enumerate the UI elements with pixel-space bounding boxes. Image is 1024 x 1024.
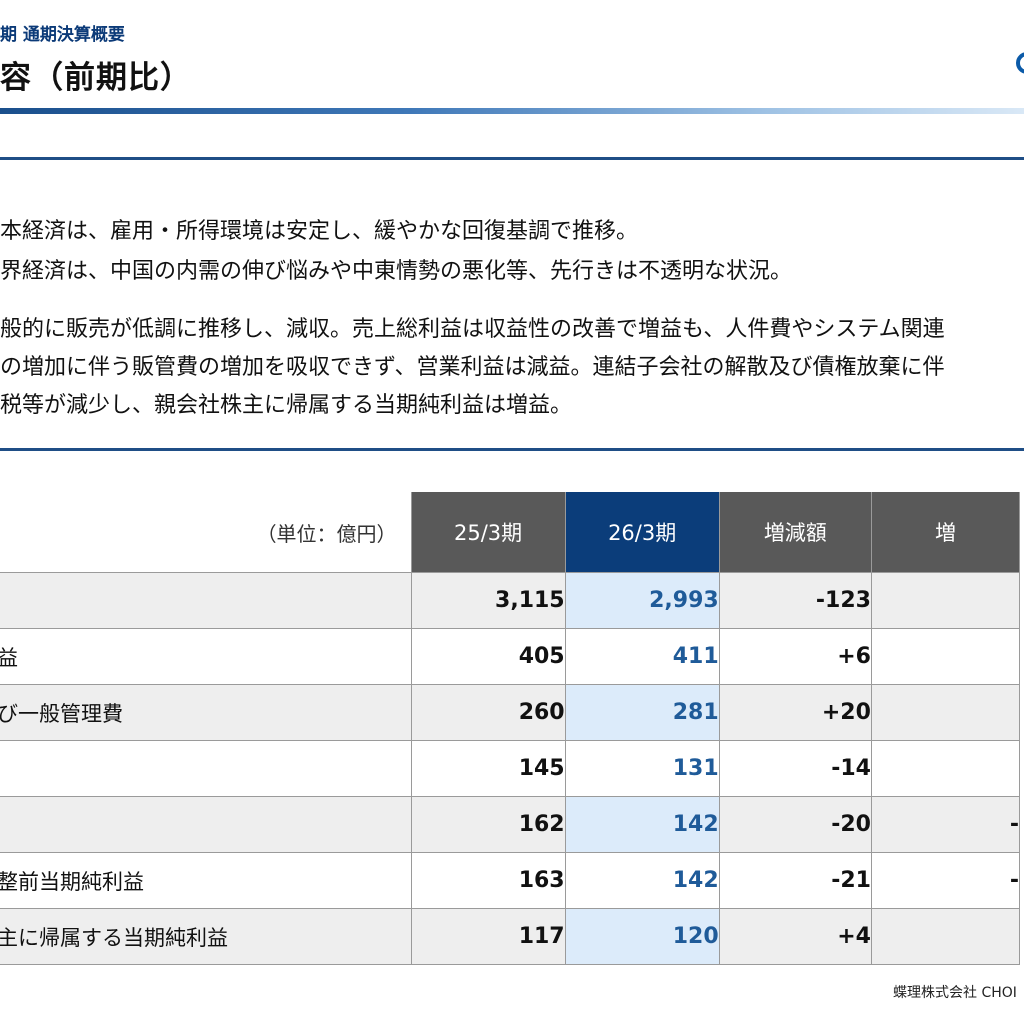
prior-year-value: 260	[410, 684, 566, 741]
summary-bottom-rule	[0, 448, 1024, 451]
change-amount-value: -20	[718, 796, 872, 853]
change-amount-value: -21	[718, 852, 872, 909]
change-amount-value: +4	[718, 908, 872, 965]
current-year-value: 142	[564, 796, 720, 853]
row-label: 整前当期純利益	[0, 852, 412, 909]
table-row: 162 142 -20 -	[0, 796, 1021, 853]
column-header-current-year: 26/3期	[564, 492, 720, 573]
summary-line: 界経済は、中国の内需の伸び悩みや中東情勢の悪化等、先行きは不透明な状況。	[0, 259, 793, 284]
change-rate-value: -	[870, 852, 1021, 909]
prior-year-value: 163	[410, 852, 566, 909]
logo-icon	[1016, 52, 1024, 74]
summary-top-rule	[0, 157, 1024, 160]
row-label: び一般管理費	[0, 684, 412, 741]
table-row: 3,115 2,993 -123	[0, 572, 1021, 629]
summary-line: 税等が減少し、親会社株主に帰属する当期純利益は増益。	[0, 393, 573, 418]
change-rate-value	[870, 684, 1021, 741]
prior-year-value: 3,115	[410, 572, 566, 629]
change-rate-value	[870, 908, 1021, 965]
summary-line: の増加に伴う販管費の増加を吸収できず、営業利益は減益。連結子会社の解散及び債権放…	[0, 355, 945, 380]
summary-line: 本経済は、雇用・所得環境は安定し、緩やかな回復基調で推移。	[0, 219, 639, 244]
change-amount-value: +20	[718, 684, 872, 741]
section-subheader: 期 通期決算概要	[0, 25, 125, 45]
column-header-prior-year: 25/3期	[410, 492, 566, 573]
prior-year-value: 117	[410, 908, 566, 965]
footer-company-name: 蝶理株式会社 CHOI	[893, 985, 1017, 1001]
prior-year-value: 162	[410, 796, 566, 853]
title-gradient-rule	[0, 108, 1024, 114]
column-header-change-amount: 増減額	[718, 492, 872, 573]
table-row: 整前当期純利益 163 142 -21 -	[0, 852, 1021, 909]
change-amount-value: -123	[718, 572, 872, 629]
table-row: 主に帰属する当期純利益 117 120 +4	[0, 908, 1021, 965]
change-amount-value: +6	[718, 628, 872, 685]
financial-summary-table: （単位：億円） 25/3期 26/3期 増減額 増 3,115 2,993 -1…	[0, 492, 1021, 965]
current-year-value: 120	[564, 908, 720, 965]
current-year-value: 131	[564, 740, 720, 797]
change-rate-value: -	[870, 796, 1021, 853]
unit-label: （単位：億円）	[0, 492, 412, 573]
change-rate-value	[870, 572, 1021, 629]
current-year-value: 281	[564, 684, 720, 741]
column-header-change-rate: 増	[870, 492, 1021, 573]
change-rate-value	[870, 628, 1021, 685]
change-rate-value	[870, 740, 1021, 797]
table-row: 益 405 411 +6	[0, 628, 1021, 685]
prior-year-value: 405	[410, 628, 566, 685]
prior-year-value: 145	[410, 740, 566, 797]
row-label: 益	[0, 628, 412, 685]
row-label	[0, 796, 412, 853]
table-row: 145 131 -14	[0, 740, 1021, 797]
row-label	[0, 740, 412, 797]
row-label	[0, 572, 412, 629]
current-year-value: 142	[564, 852, 720, 909]
page-title: 容（前期比）	[0, 60, 192, 96]
row-label: 主に帰属する当期純利益	[0, 908, 412, 965]
summary-line: 般的に販売が低調に推移し、減収。売上総利益は収益性の改善で増益も、人件費やシステ…	[0, 317, 945, 342]
table-header-row: （単位：億円） 25/3期 26/3期 増減額 増	[0, 492, 1021, 573]
current-year-value: 411	[564, 628, 720, 685]
table-row: び一般管理費 260 281 +20	[0, 684, 1021, 741]
change-amount-value: -14	[718, 740, 872, 797]
current-year-value: 2,993	[564, 572, 720, 629]
